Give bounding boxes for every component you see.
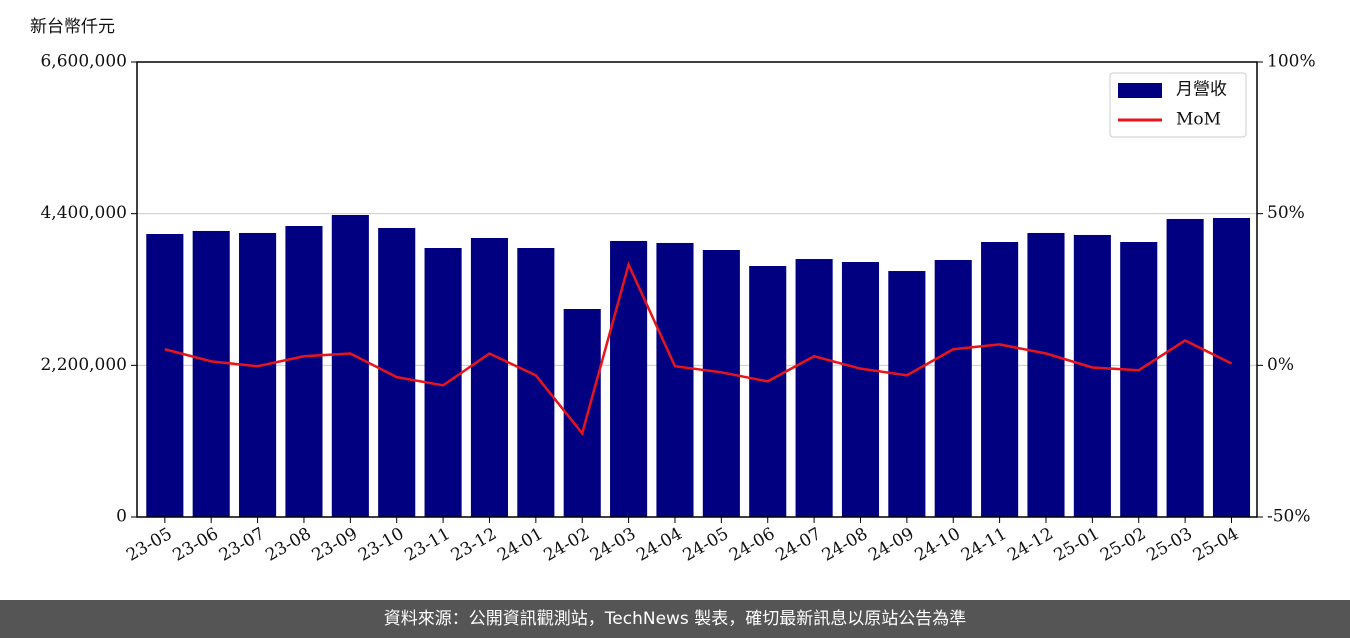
bar (841, 261, 880, 517)
bar (1027, 232, 1065, 517)
bar (1166, 218, 1204, 517)
x-tick-label: 25-03 (1143, 524, 1195, 566)
bar (981, 242, 1019, 517)
x-tick-label: 24-02 (541, 524, 593, 566)
x-tick-label: 24-12 (1004, 524, 1056, 566)
x-tick-label: 23-06 (170, 524, 222, 566)
y-tick-label: 4,400,000 (40, 203, 127, 223)
y2-tick-label: -50% (1267, 507, 1311, 527)
x-tick-label: 24-04 (633, 524, 685, 566)
x-tick-label: 25-01 (1051, 524, 1103, 566)
x-tick-label: 23-10 (355, 524, 407, 566)
x-tick-label: 24-05 (680, 524, 732, 566)
x-tick-label: 24-01 (494, 524, 546, 566)
x-tick-label: 23-08 (262, 524, 314, 566)
x-tick-label: 23-05 (123, 524, 175, 566)
chart: 新台幣仟元 0 2,200,000 4,400,000 6,600,000 -50% 0%… (30, 17, 1316, 566)
bar (146, 234, 184, 517)
y2-tick-label: 50% (1267, 203, 1305, 223)
legend-label: 月營收 (1176, 80, 1227, 100)
x-tick-label: 25-02 (1097, 524, 1149, 566)
x-tick-label: 24-10 (912, 524, 964, 566)
x-tick-label: 24-11 (958, 524, 1010, 566)
bar (610, 240, 648, 517)
x-tick-label: 24-03 (587, 524, 639, 566)
x-tick-label: 24-09 (865, 524, 917, 566)
bar (702, 249, 740, 517)
bar (331, 214, 369, 518)
x-tick-label: 23-11 (401, 524, 453, 566)
y-axis-label: 新台幣仟元 (30, 17, 115, 37)
bar (470, 238, 509, 518)
y2-tick-label: 0% (1267, 355, 1294, 375)
bar (934, 259, 972, 517)
x-tick-label: 25-04 (1190, 524, 1242, 566)
bar (563, 309, 601, 517)
bar (1212, 218, 1251, 518)
bar (1120, 242, 1158, 517)
x-tick-label: 24-08 (819, 524, 871, 566)
y2-tick-label: 100% (1267, 52, 1316, 72)
bar (517, 247, 555, 518)
bar (378, 228, 416, 518)
bar (192, 230, 230, 517)
plot-frame (136, 61, 1258, 518)
mom-line (164, 260, 1233, 436)
x-tick-label: 23-12 (448, 524, 500, 566)
y-tick-label: 2,200,000 (40, 355, 127, 375)
x-tick-label: 23-07 (216, 524, 268, 566)
bar (795, 259, 833, 517)
bar (888, 271, 926, 517)
x-tick-label: 24-06 (726, 524, 778, 566)
x-tick-label: 24-07 (772, 524, 824, 566)
x-tick-label: 23-09 (309, 524, 361, 566)
y-tick-label: 0 (116, 507, 127, 527)
bar (749, 265, 787, 517)
legend-label: MoM (1176, 110, 1221, 130)
y-tick-label: 6,600,000 (40, 52, 127, 72)
bar (285, 226, 323, 517)
bar (1073, 234, 1111, 517)
source-note: 資料來源：公開資訊觀測站，TechNews 製表，確切最新訊息以原站公告為準 (0, 600, 1350, 638)
legend-swatch (1118, 83, 1162, 98)
bar (656, 242, 694, 517)
bar (239, 232, 277, 517)
